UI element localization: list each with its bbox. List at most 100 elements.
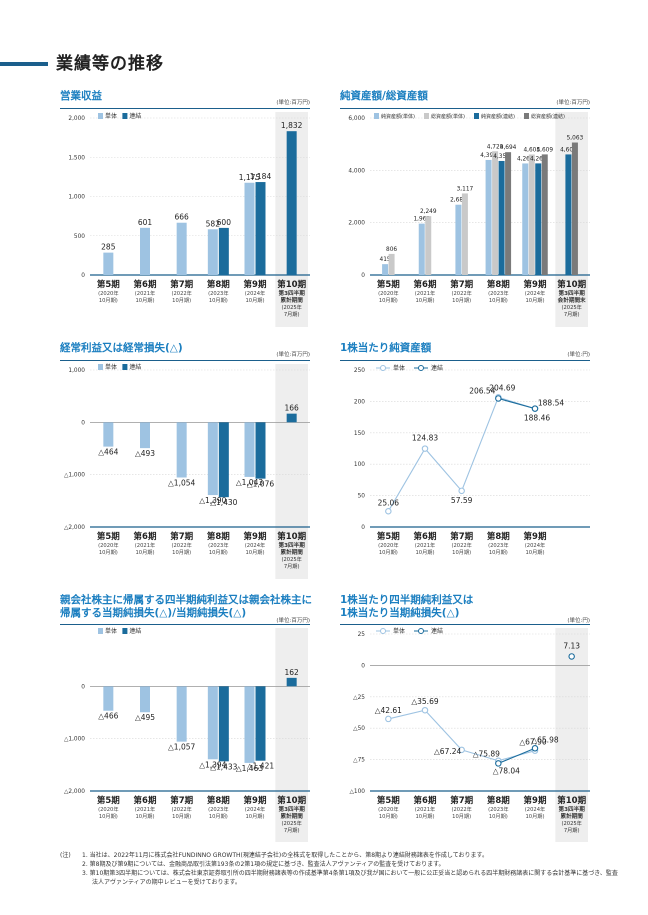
x-period-label: 第5期 — [97, 795, 120, 806]
chart-unit: (単位:百万円) — [276, 100, 310, 106]
data-point — [385, 715, 392, 723]
data-point — [385, 508, 392, 515]
data-point — [531, 405, 539, 412]
x-period-month: 10月期) — [379, 813, 398, 820]
x-period-label: 第7期 — [450, 531, 473, 542]
data-label: 600 — [217, 218, 232, 227]
legend-label: 連結 — [431, 364, 443, 372]
legend-label: 単体 — [105, 363, 117, 371]
y-tick-label: 0 — [361, 273, 365, 279]
x-period-label: 第10期 — [277, 279, 306, 290]
x-period-month: 10月期) — [416, 813, 435, 820]
x-period-year: (2023年 — [208, 289, 228, 297]
x-period-sub: 会計期間末 — [558, 296, 586, 304]
data-label: 4,609 — [536, 147, 553, 153]
x-period-label: 第9期 — [244, 795, 267, 806]
data-label: 4,265 — [530, 156, 547, 162]
bar — [255, 422, 266, 479]
bar — [498, 160, 505, 275]
x-period-year: (2021年 — [135, 541, 155, 549]
data-label: 4,694 — [500, 145, 517, 151]
series-line — [498, 747, 536, 764]
x-period-month: 10月期) — [452, 549, 471, 556]
x-period-month: 10月期) — [172, 549, 191, 556]
x-period-month: 10月期) — [416, 549, 435, 556]
x-period-label: 第7期 — [170, 279, 193, 290]
bar — [425, 216, 432, 275]
x-period-year: (2021年 — [135, 289, 155, 297]
x-period-month: 10月期) — [452, 297, 471, 304]
data-label: 4,608 — [560, 147, 577, 153]
title-rule — [340, 108, 590, 109]
chart-unit: (単位:百万円) — [276, 618, 310, 624]
bar — [140, 422, 150, 449]
legend-marker — [380, 365, 386, 371]
x-period-sub: 第3四半期 — [278, 289, 306, 297]
y-tick-label: △1,000 — [64, 473, 85, 479]
bar — [535, 163, 542, 275]
y-tick-label: 1,000 — [68, 368, 85, 374]
data-label: 1,832 — [281, 121, 303, 130]
data-point — [421, 706, 429, 714]
bar — [418, 223, 425, 275]
legend-swatch — [374, 113, 379, 119]
bar — [388, 253, 395, 275]
bar — [522, 163, 529, 275]
y-tick-label: 50 — [358, 494, 366, 500]
panel-ordinary: 経常利益又は経常損失(△) (単位:百万円) 1,000 0 △1,000 △2,00… — [60, 340, 310, 585]
data-label: 806 — [386, 247, 397, 253]
title-rule — [60, 624, 310, 625]
chart-title: 純資産額/総資産額 — [340, 90, 428, 102]
chart-title-line1: 親会社株主に帰属する四半期純利益又は親会社株主に — [60, 594, 312, 606]
bar — [140, 686, 150, 713]
x-period-month: 10月期) — [489, 549, 508, 556]
data-label: △1,433 — [210, 762, 237, 771]
bar — [218, 227, 229, 275]
legend-swatch — [474, 113, 479, 119]
y-tick-label: 25 — [358, 632, 366, 638]
chart-unit: (単位:円) — [567, 618, 590, 624]
chart-title: 経常利益又は経常損失(△) — [60, 342, 183, 354]
data-point — [458, 487, 465, 495]
x-period-year: (2023年 — [208, 541, 228, 549]
x-period-label: 第7期 — [450, 279, 473, 290]
panel-net-assets: 純資産額/総資産額 (単位:百万円) 0 2,000 4,000 6,000 純資産額(… — [340, 88, 590, 333]
x-period-year: (2023年 — [488, 805, 508, 813]
bar — [244, 686, 255, 763]
x-period-month: 10月期) — [209, 297, 228, 304]
y-tick-label: 500 — [74, 234, 85, 240]
footnote-number: 1. — [82, 852, 88, 859]
data-label: 1,963 — [413, 217, 430, 223]
x-period-label: 第9期 — [244, 531, 267, 542]
data-label: 4,397 — [480, 153, 497, 159]
data-point — [531, 745, 539, 752]
x-period-month: 10月期) — [99, 549, 118, 556]
bar — [255, 686, 266, 761]
data-point — [421, 445, 429, 452]
x-period-year: (2024年 — [245, 805, 265, 813]
y-tick-label: 100 — [354, 462, 365, 468]
data-label: 4,263 — [517, 156, 534, 162]
legend-swatch — [98, 364, 103, 370]
x-period-label: 第5期 — [97, 531, 120, 542]
data-label: 4,605 — [523, 148, 540, 154]
x-period-label: 第7期 — [170, 795, 193, 806]
title-accent-bar — [0, 62, 48, 66]
legend-label: 連結 — [129, 627, 141, 635]
x-period-sub: 7月期) — [284, 311, 300, 318]
x-period-label: 第8期 — [487, 279, 510, 290]
x-period-label: 第7期 — [450, 795, 473, 806]
bar — [218, 422, 229, 498]
x-period-sub: 累計期間 — [280, 296, 303, 304]
x-period-year: (2020年 — [378, 541, 398, 549]
x-period-sub: 第3四半期 — [558, 289, 586, 297]
y-tick-label: △50 — [353, 726, 365, 732]
data-label: △1,076 — [247, 480, 274, 489]
title-rule — [340, 360, 590, 361]
footnote-1: (注) 1. 当社は、2022年11月に株式会社FUNDINNO GROWTH(… — [60, 851, 620, 860]
legend-label: 連結 — [431, 627, 443, 635]
bar — [565, 154, 572, 275]
x-period-sub: 累計期間 — [560, 812, 583, 820]
